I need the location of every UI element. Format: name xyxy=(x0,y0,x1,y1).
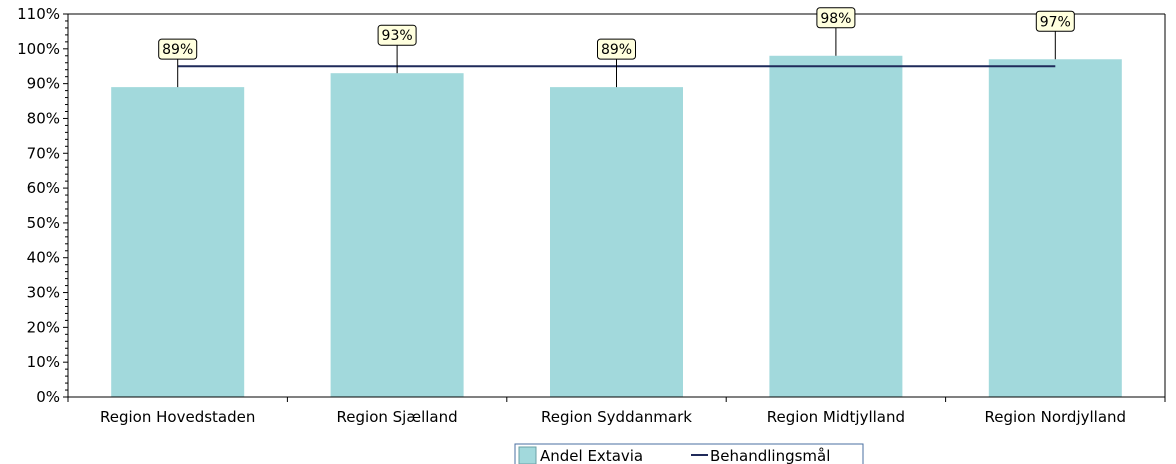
data-label: 93% xyxy=(382,28,413,44)
plot-area: 0% 10% 20% 30% 40% 50% 60% 70% 80% 90% 100% 110% Reg… xyxy=(17,5,1166,426)
y-tick-label: 10% xyxy=(27,353,60,371)
y-tick-label: 0% xyxy=(36,388,60,406)
x-tick-label: Region Sjælland xyxy=(337,408,458,426)
bar xyxy=(330,73,464,397)
legend: Andel Extavia Behandlingsmål xyxy=(514,443,864,464)
y-tick-label: 70% xyxy=(27,144,60,162)
x-tick-label: Region Syddanmark xyxy=(541,408,692,426)
y-tick-label: 80% xyxy=(27,109,60,127)
legend-label: Behandlingsmål xyxy=(710,447,830,464)
bar xyxy=(988,59,1122,397)
y-tick-label: 40% xyxy=(27,249,60,267)
data-label-box xyxy=(1035,10,1075,32)
data-label-box xyxy=(377,24,417,46)
y-tick-label: 100% xyxy=(17,40,60,58)
bar xyxy=(550,87,683,398)
y-tick-label: 30% xyxy=(27,284,60,302)
data-label: 89% xyxy=(601,42,632,58)
x-tick-label: Region Nordjylland xyxy=(985,408,1127,426)
y-tick-label: 20% xyxy=(27,318,60,336)
y-tick-label: 50% xyxy=(27,214,60,232)
data-label-box xyxy=(597,38,636,60)
y-tick-label: 90% xyxy=(27,75,60,93)
legend-swatch-bar xyxy=(518,446,537,464)
data-label-box xyxy=(158,38,198,60)
legend-label: Andel Extavia xyxy=(540,447,643,464)
data-label: 98% xyxy=(820,11,851,27)
legend-box xyxy=(514,443,864,464)
y-tick-label: 60% xyxy=(27,179,60,197)
data-label: 97% xyxy=(1040,14,1071,30)
data-label-box xyxy=(816,7,856,29)
x-tick-label: Region Midtjylland xyxy=(767,408,905,426)
x-tick-label: Region Hovedstaden xyxy=(100,408,255,426)
bar xyxy=(111,87,245,398)
bar xyxy=(769,55,903,397)
y-tick-label: 110% xyxy=(17,5,60,23)
data-label: 89% xyxy=(162,42,193,58)
